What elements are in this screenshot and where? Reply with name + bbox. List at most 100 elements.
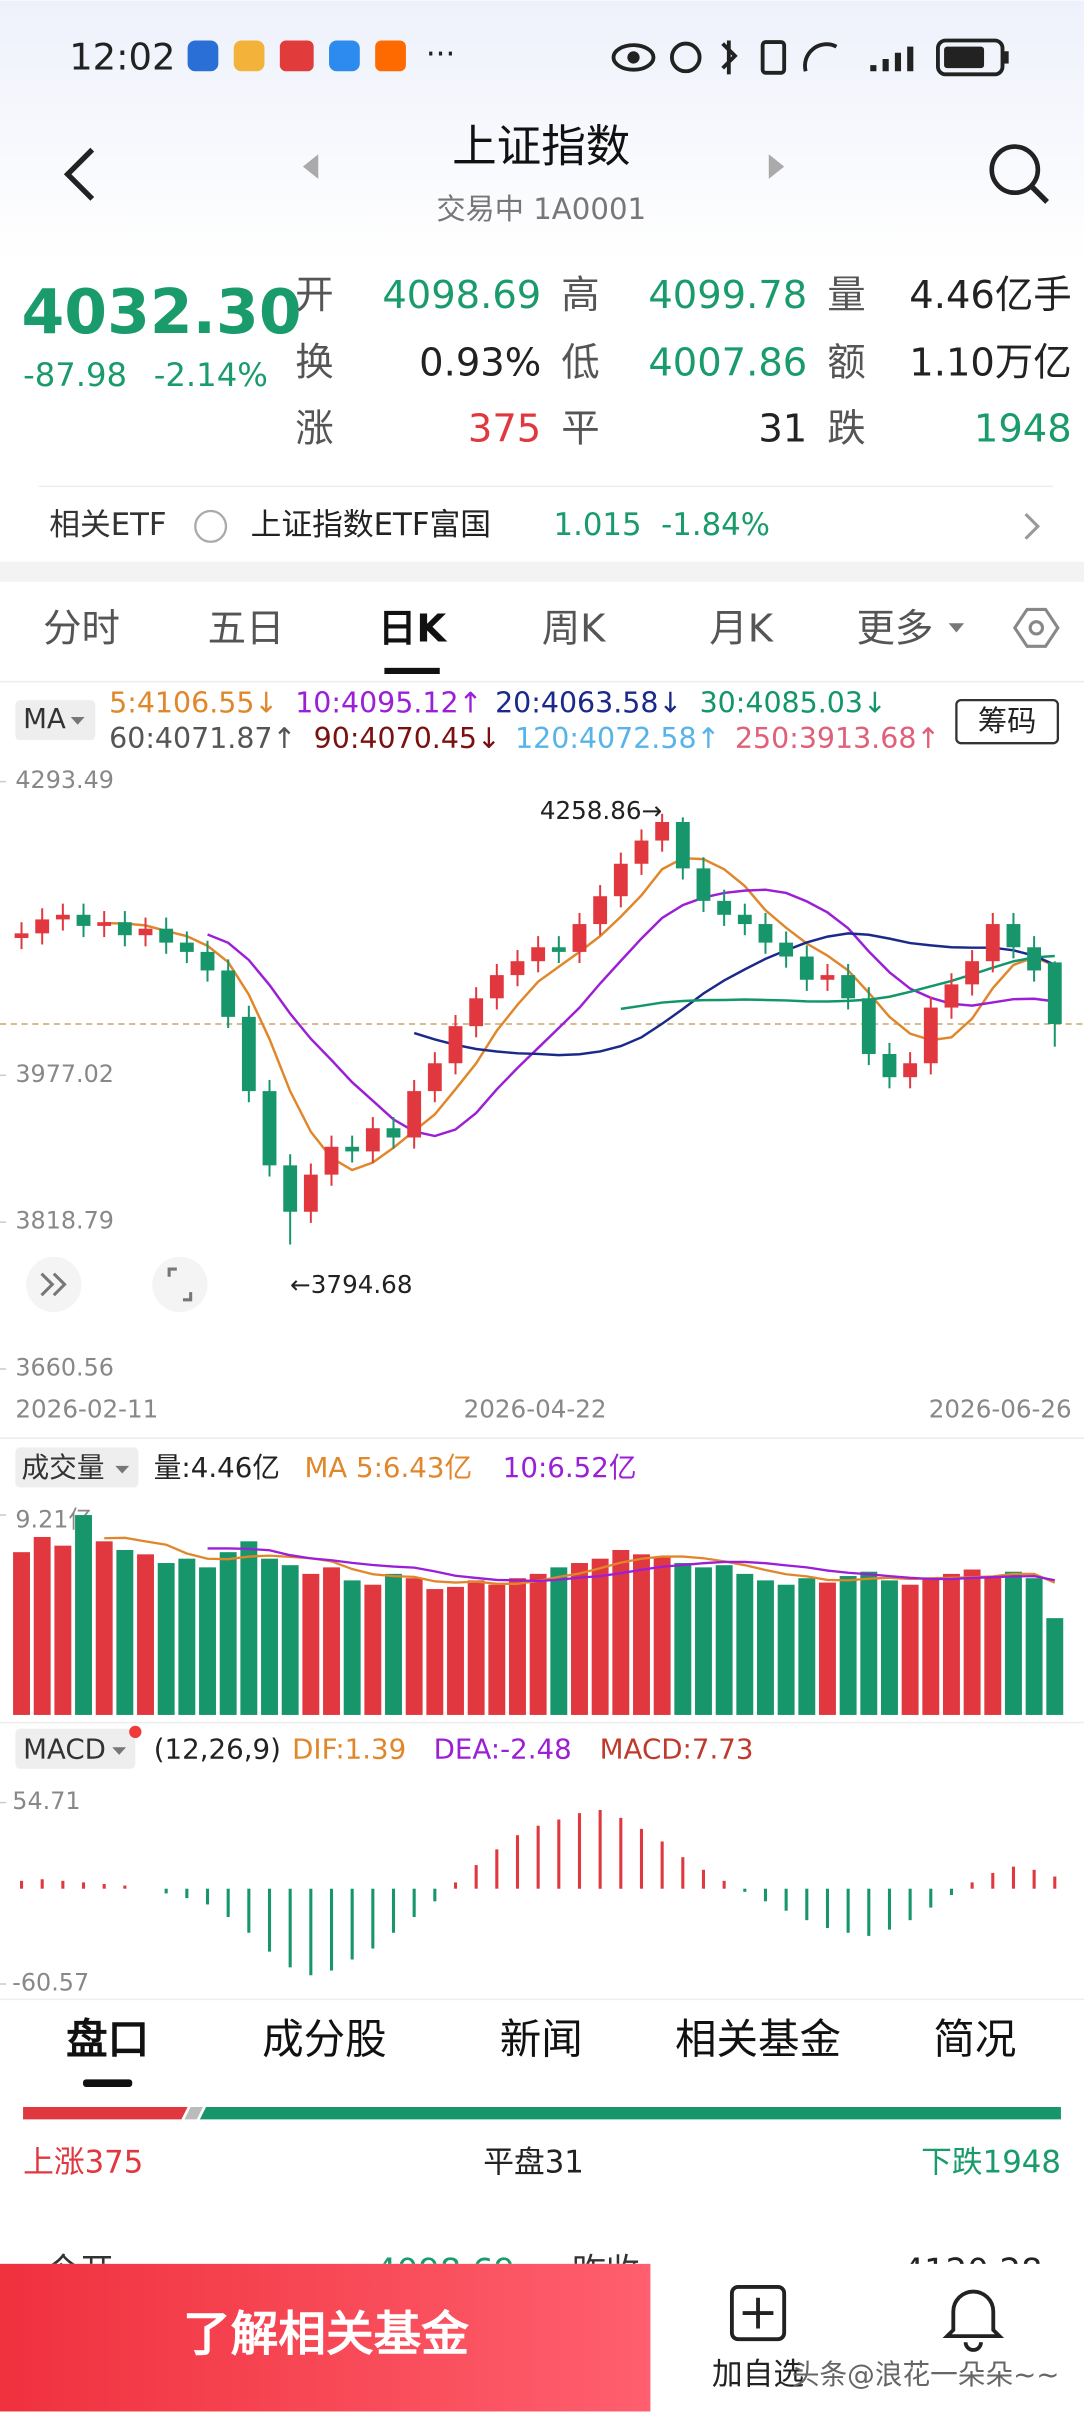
period-tab[interactable]: 五日 — [208, 606, 285, 651]
next-index[interactable] — [768, 154, 785, 179]
volume-bar — [426, 1589, 444, 1715]
candle-body — [820, 975, 835, 980]
candle-body — [303, 1174, 318, 1212]
field-value: 4.46亿手 — [909, 273, 1071, 318]
volume-bar — [963, 1569, 981, 1715]
ma-value: 120:4072.58↑ — [515, 722, 720, 755]
candle-body — [861, 998, 876, 1054]
candle-body — [1027, 947, 1042, 971]
candle-body — [55, 914, 70, 920]
field-label: 开 — [295, 273, 333, 318]
info-icon[interactable] — [194, 509, 228, 543]
detail-tab[interactable]: 盘口 — [66, 2014, 149, 2063]
ma-selector[interactable] — [15, 700, 96, 741]
chart-tools[interactable] — [26, 1256, 208, 1313]
etf-name[interactable]: 上证指数ETF富国 — [251, 507, 491, 543]
detail-tab[interactable]: 新闻 — [500, 2014, 583, 2063]
watermark: 头条@浪花一朵朵~~ — [792, 2358, 1060, 2391]
dropdown-arrow — [112, 1747, 127, 1755]
candle-body — [35, 919, 50, 934]
field-value: 4098.69 — [382, 273, 541, 318]
page-title: 上证指数 — [452, 121, 630, 173]
period-tab[interactable]: 周K — [542, 606, 606, 651]
candle-body — [241, 1016, 256, 1092]
volume-bar — [757, 1580, 774, 1715]
more-notifications: ··· — [426, 36, 455, 72]
volume-bar — [571, 1563, 588, 1715]
macd-title: MACD — [23, 1732, 106, 1765]
period-tab[interactable]: 分时 — [43, 606, 120, 651]
candle-body — [779, 942, 794, 957]
field-value: 0.93% — [419, 340, 541, 385]
watch-icon[interactable] — [729, 2285, 787, 2342]
candle-body — [799, 956, 814, 980]
field-label: 换 — [295, 340, 333, 385]
candle-body — [944, 984, 959, 1008]
period-tab[interactable]: 月K — [709, 606, 773, 651]
candle-body — [634, 840, 649, 864]
gap — [0, 561, 1084, 582]
status-icons — [187, 38, 1009, 77]
etf-change: -1.84% — [661, 507, 770, 543]
back-button[interactable] — [63, 147, 95, 201]
breadth-up — [23, 2107, 188, 2120]
volume-bar — [199, 1567, 216, 1715]
volume-bar — [881, 1580, 898, 1715]
low-annotation: ←3794.68 — [290, 1270, 412, 1299]
volume-bar — [364, 1584, 382, 1715]
cta-label: 了解相关基金 — [183, 2308, 469, 2363]
volume-bar — [447, 1586, 464, 1715]
period-tab[interactable]: 更多 — [856, 606, 933, 651]
candle-body — [717, 900, 732, 915]
cta-button[interactable] — [0, 2263, 651, 2412]
volume-bar — [984, 1576, 1002, 1715]
volume-bar — [302, 1573, 320, 1715]
watch-label: 加自选 — [712, 2357, 804, 2393]
volume-bar — [54, 1545, 72, 1715]
y-tick-label: 3660.56 — [15, 1353, 114, 1381]
vol-ma10: 10:6.52亿 — [503, 1451, 637, 1484]
macd-selector[interactable] — [15, 1728, 136, 1769]
header-icons — [63, 144, 1050, 204]
tab-indicator — [83, 2079, 133, 2088]
bell-icon[interactable] — [942, 2289, 1005, 2352]
volume-bar — [550, 1567, 568, 1715]
change: -87.98 — [23, 356, 127, 394]
candle-body — [14, 933, 29, 938]
field-value: 375 — [468, 407, 541, 452]
volume-bar — [95, 1541, 113, 1715]
candle-body — [469, 998, 484, 1027]
candle-body — [1006, 924, 1021, 948]
field-label: 平 — [561, 407, 599, 452]
prev-index[interactable] — [302, 154, 319, 179]
volume-bar — [736, 1573, 754, 1715]
volume-bar — [178, 1558, 196, 1715]
vol-selector[interactable] — [15, 1447, 139, 1488]
candle-body — [76, 914, 91, 926]
chip-button[interactable] — [955, 698, 1060, 745]
detail-tab[interactable]: 相关基金 — [675, 2014, 841, 2063]
y-tick-label: -60.57 — [12, 1969, 89, 1997]
breadth-flat-label: 平盘31 — [483, 2144, 584, 2180]
settings-icon[interactable] — [1012, 607, 1060, 648]
y-tick-label: 3977.02 — [15, 1060, 114, 1088]
period-tab[interactable]: 日K — [378, 606, 447, 651]
candle-body — [696, 868, 711, 901]
ma-value: 30:4085.03↓ — [700, 687, 887, 720]
volume-bar — [261, 1558, 278, 1715]
search-button[interactable] — [989, 144, 1050, 204]
field-label: 高 — [561, 273, 599, 318]
volume-bar — [240, 1541, 258, 1715]
breadth-flat — [184, 2107, 203, 2120]
etf-label: 相关ETF — [49, 507, 166, 543]
volume-bar — [819, 1582, 836, 1715]
detail-tab[interactable]: 成分股 — [262, 2014, 387, 2063]
candle-body — [179, 942, 194, 952]
field-label: 跌 — [827, 407, 865, 452]
volume-bar — [674, 1563, 692, 1715]
etf-chevron[interactable] — [1024, 512, 1041, 540]
detail-tab[interactable]: 简况 — [933, 2014, 1016, 2063]
ma-line — [104, 856, 1056, 1172]
